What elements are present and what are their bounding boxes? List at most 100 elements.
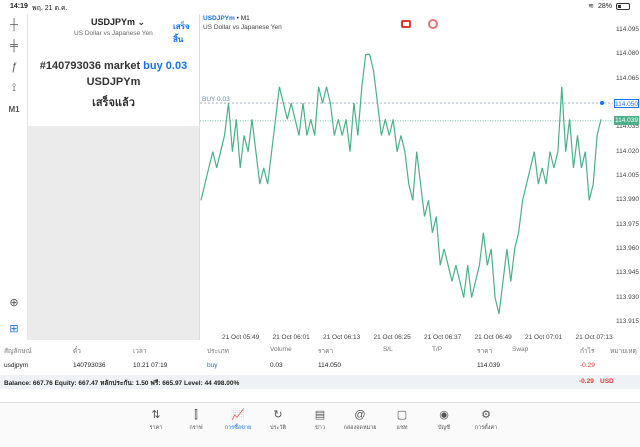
nav-item-chat[interactable]: ▢ แชท xyxy=(382,408,422,432)
symbol-description: US Dollar vs Japanese Yen xyxy=(74,30,153,37)
y-tick-label: 113.930 xyxy=(616,293,640,301)
x-tick-label: 21 Oct 06:13 xyxy=(323,334,361,341)
timeframe-button[interactable]: M1 xyxy=(8,105,20,114)
chevron-down-icon: ⌄ xyxy=(137,17,146,27)
function-icon[interactable]: ƒ xyxy=(10,61,18,73)
order-symbol: USDJPYm xyxy=(86,76,141,88)
nav-item-chart[interactable]: ⫿ กราฟ xyxy=(176,408,216,432)
trade-icon: 📈 xyxy=(231,409,245,421)
current-price-box: 114.039 xyxy=(614,116,639,126)
buy-line-handle[interactable] xyxy=(600,101,604,106)
balance-bar: Balance: 667.76 Equity: 667.47 หลักประกั… xyxy=(0,375,640,389)
x-tick-label: 21 Oct 05:49 xyxy=(222,334,260,341)
order-result-line: #140793036 market buy 0.03 xyxy=(28,60,199,72)
quotes-icon: ⇅ xyxy=(151,409,161,421)
chart-description: US Dollar vs Japanese Yen xyxy=(203,24,282,31)
table-cell: 114.039 xyxy=(477,362,501,369)
history-icon: ↻ xyxy=(273,409,283,421)
table-row[interactable]: usdjpym 140793036 10.21 07:19 buy 0.03 114.05… xyxy=(0,360,640,372)
table-cell: 10.21 07:19 xyxy=(133,362,168,369)
y-tick-label: 113.975 xyxy=(616,220,640,228)
chart-tool-strip: ┼ ╪ ƒ ⟟ M1 ⊕ ⊞ xyxy=(0,14,28,340)
x-tick-label: 21 Oct 07:01 xyxy=(525,334,563,341)
done-button[interactable]: เสร็จสิ้น xyxy=(173,22,190,44)
y-tick-label: 114.020 xyxy=(616,147,640,155)
zoom-icon[interactable]: ⊕ xyxy=(9,297,19,309)
y-tick-label: 113.990 xyxy=(616,196,640,204)
chart-timeframe: • M1 xyxy=(236,15,250,22)
status-time: 14:19 xyxy=(10,3,28,10)
nav-item-settings[interactable]: ⚙ การตั้งค่า xyxy=(466,408,506,432)
battery-icon xyxy=(616,2,630,10)
order-ticket: #140793036 market xyxy=(39,60,141,72)
order-status: เสร็จแล้ว xyxy=(92,97,135,109)
chat-icon: ▢ xyxy=(396,409,408,421)
y-tick-label: 114.080 xyxy=(616,50,640,58)
column-header[interactable]: Volume xyxy=(270,346,292,353)
one-click-trading-icon[interactable] xyxy=(401,20,411,28)
order-side: buy 0.03 xyxy=(143,60,188,72)
symbol-name: USDJPYm xyxy=(91,17,136,27)
indicator-toggle-icon[interactable] xyxy=(428,19,438,29)
buy-order-label: BUY 0.03 xyxy=(202,96,230,103)
y-tick-label: 113.915 xyxy=(616,317,640,325)
chart-icon: ⫿ xyxy=(194,409,198,421)
x-tick-label: 21 Oct 06:25 xyxy=(373,334,411,341)
status-bar: 14:19 พฤ. 21 ต.ค. ≋ 28% xyxy=(0,0,640,14)
order-panel: USDJPYm ⌄ US Dollar vs Japanese Yen เสร็… xyxy=(28,14,199,126)
y-tick-label: 114.005 xyxy=(616,172,640,179)
price-series-line xyxy=(200,53,602,314)
crosshair-icon[interactable]: ┼ xyxy=(10,19,18,31)
symbol-select[interactable]: USDJPYm ⌄ xyxy=(91,17,145,28)
order-panel-background xyxy=(28,126,199,340)
positions-table-header: สัญลักษณ์ ตั๋ว เวลา ประเภท Volume ราคา S/L T/P ร… xyxy=(0,344,640,356)
table-cell: 140793036 xyxy=(73,362,106,369)
price-axis: 114.095114.080114.065114.050114.035114.0… xyxy=(613,14,640,340)
nav-item-label: การซื้อขาย xyxy=(224,425,252,431)
total-profit: -0.29 xyxy=(579,378,594,385)
column-header[interactable]: เวลา xyxy=(133,348,147,355)
nav-item-trade[interactable]: 📈 การซื้อขาย xyxy=(218,408,258,432)
objects-icon[interactable]: ⟟ xyxy=(11,82,17,94)
nav-item-history[interactable]: ↻ ประวัติ xyxy=(258,408,298,432)
y-tick-label: 113.960 xyxy=(616,244,640,252)
news-icon: ▤ xyxy=(314,409,326,421)
nav-item-account[interactable]: ◉ บัญชี xyxy=(424,408,464,432)
account-currency: USD xyxy=(600,378,614,385)
nav-item-label: กล่องจดหมาย xyxy=(343,425,377,431)
price-chart[interactable]: USDJPYm • M1 US Dollar vs Japanese Yen B… xyxy=(199,14,614,341)
add-icon[interactable]: ⊞ xyxy=(9,323,19,335)
nav-item-mailbox[interactable]: @ กล่องจดหมาย xyxy=(340,408,380,432)
table-cell: buy xyxy=(207,362,218,369)
column-header[interactable]: Swap xyxy=(512,346,529,353)
balance-text: Balance: 667.76 Equity: 667.47 หลักประกั… xyxy=(4,380,240,387)
nav-item-news[interactable]: ▤ ข่าว xyxy=(300,408,340,432)
chart-header: USDJPYm • M1 US Dollar vs Japanese Yen xyxy=(203,15,282,31)
column-header[interactable]: ราคา xyxy=(477,348,493,355)
indicators-icon[interactable]: ╪ xyxy=(10,40,18,52)
mailbox-icon: @ xyxy=(354,409,366,421)
y-tick-label: 114.095 xyxy=(616,26,640,34)
column-header[interactable]: กำไร xyxy=(580,348,595,355)
y-tick-label: 113.945 xyxy=(616,269,640,277)
chart-plot: BUY 0.03 xyxy=(200,53,614,314)
column-header[interactable]: สัญลักษณ์ xyxy=(4,348,32,355)
column-header[interactable]: หมายเหตุ xyxy=(610,348,637,355)
nav-item-label: กราฟ xyxy=(189,425,203,431)
column-header[interactable]: ตั๋ว xyxy=(73,348,81,355)
nav-item-label: การตั้งค่า xyxy=(474,425,498,431)
x-tick-label: 21 Oct 06:37 xyxy=(424,334,462,341)
column-header[interactable]: T/P xyxy=(432,346,443,353)
x-tick-label: 21 Oct 06:01 xyxy=(272,334,310,341)
column-header[interactable]: ประเภท xyxy=(207,348,229,355)
wifi-icon: ≋ xyxy=(588,3,594,10)
y-tick-label: 114.035 xyxy=(616,123,640,131)
column-header[interactable]: ราคา xyxy=(318,348,334,355)
column-header[interactable]: S/L xyxy=(383,346,393,353)
status-date: พฤ. 21 ต.ค. xyxy=(32,5,68,12)
x-tick-label: 21 Oct 07:13 xyxy=(575,334,613,341)
table-cell: usdjpym xyxy=(4,362,29,369)
nav-item-label: แชท xyxy=(396,425,408,431)
nav-item-quotes[interactable]: ⇅ ราคา xyxy=(136,408,176,432)
chart-symbol: USDJPYm xyxy=(203,15,235,22)
